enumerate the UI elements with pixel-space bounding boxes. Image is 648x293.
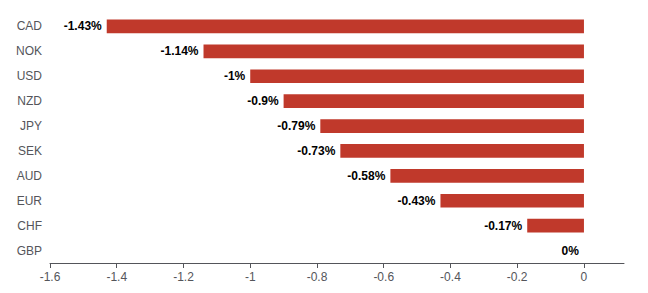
svg-text:-1.6: -1.6 bbox=[40, 270, 61, 284]
svg-text:-0.73%: -0.73% bbox=[297, 144, 335, 158]
svg-text:CHF: CHF bbox=[17, 219, 42, 233]
svg-text:AUD: AUD bbox=[17, 169, 43, 183]
svg-text:-1.2: -1.2 bbox=[173, 270, 194, 284]
svg-text:-0.43%: -0.43% bbox=[397, 194, 435, 208]
svg-text:-0.6: -0.6 bbox=[373, 270, 394, 284]
svg-text:-1.43%: -1.43% bbox=[64, 19, 102, 33]
svg-text:-1%: -1% bbox=[224, 69, 246, 83]
svg-text:-1.4: -1.4 bbox=[106, 270, 127, 284]
svg-text:USD: USD bbox=[17, 69, 43, 83]
svg-text:-0.2: -0.2 bbox=[507, 270, 528, 284]
svg-text:NOK: NOK bbox=[16, 44, 42, 58]
svg-text:JPY: JPY bbox=[20, 119, 42, 133]
svg-text:SEK: SEK bbox=[18, 144, 42, 158]
svg-text:0: 0 bbox=[581, 270, 588, 284]
svg-text:-0.4: -0.4 bbox=[440, 270, 461, 284]
svg-text:-0.17%: -0.17% bbox=[484, 219, 522, 233]
svg-text:-0.8: -0.8 bbox=[307, 270, 328, 284]
svg-text:-1.14%: -1.14% bbox=[160, 44, 198, 58]
svg-text:-0.9%: -0.9% bbox=[247, 94, 279, 108]
svg-text:-1: -1 bbox=[245, 270, 256, 284]
svg-text:CAD: CAD bbox=[17, 19, 43, 33]
svg-text:GBP: GBP bbox=[17, 244, 42, 258]
svg-text:-0.58%: -0.58% bbox=[347, 169, 385, 183]
svg-text:0%: 0% bbox=[562, 244, 580, 258]
svg-text:EUR: EUR bbox=[17, 194, 43, 208]
svg-text:NZD: NZD bbox=[17, 94, 42, 108]
svg-text:-0.79%: -0.79% bbox=[277, 119, 315, 133]
